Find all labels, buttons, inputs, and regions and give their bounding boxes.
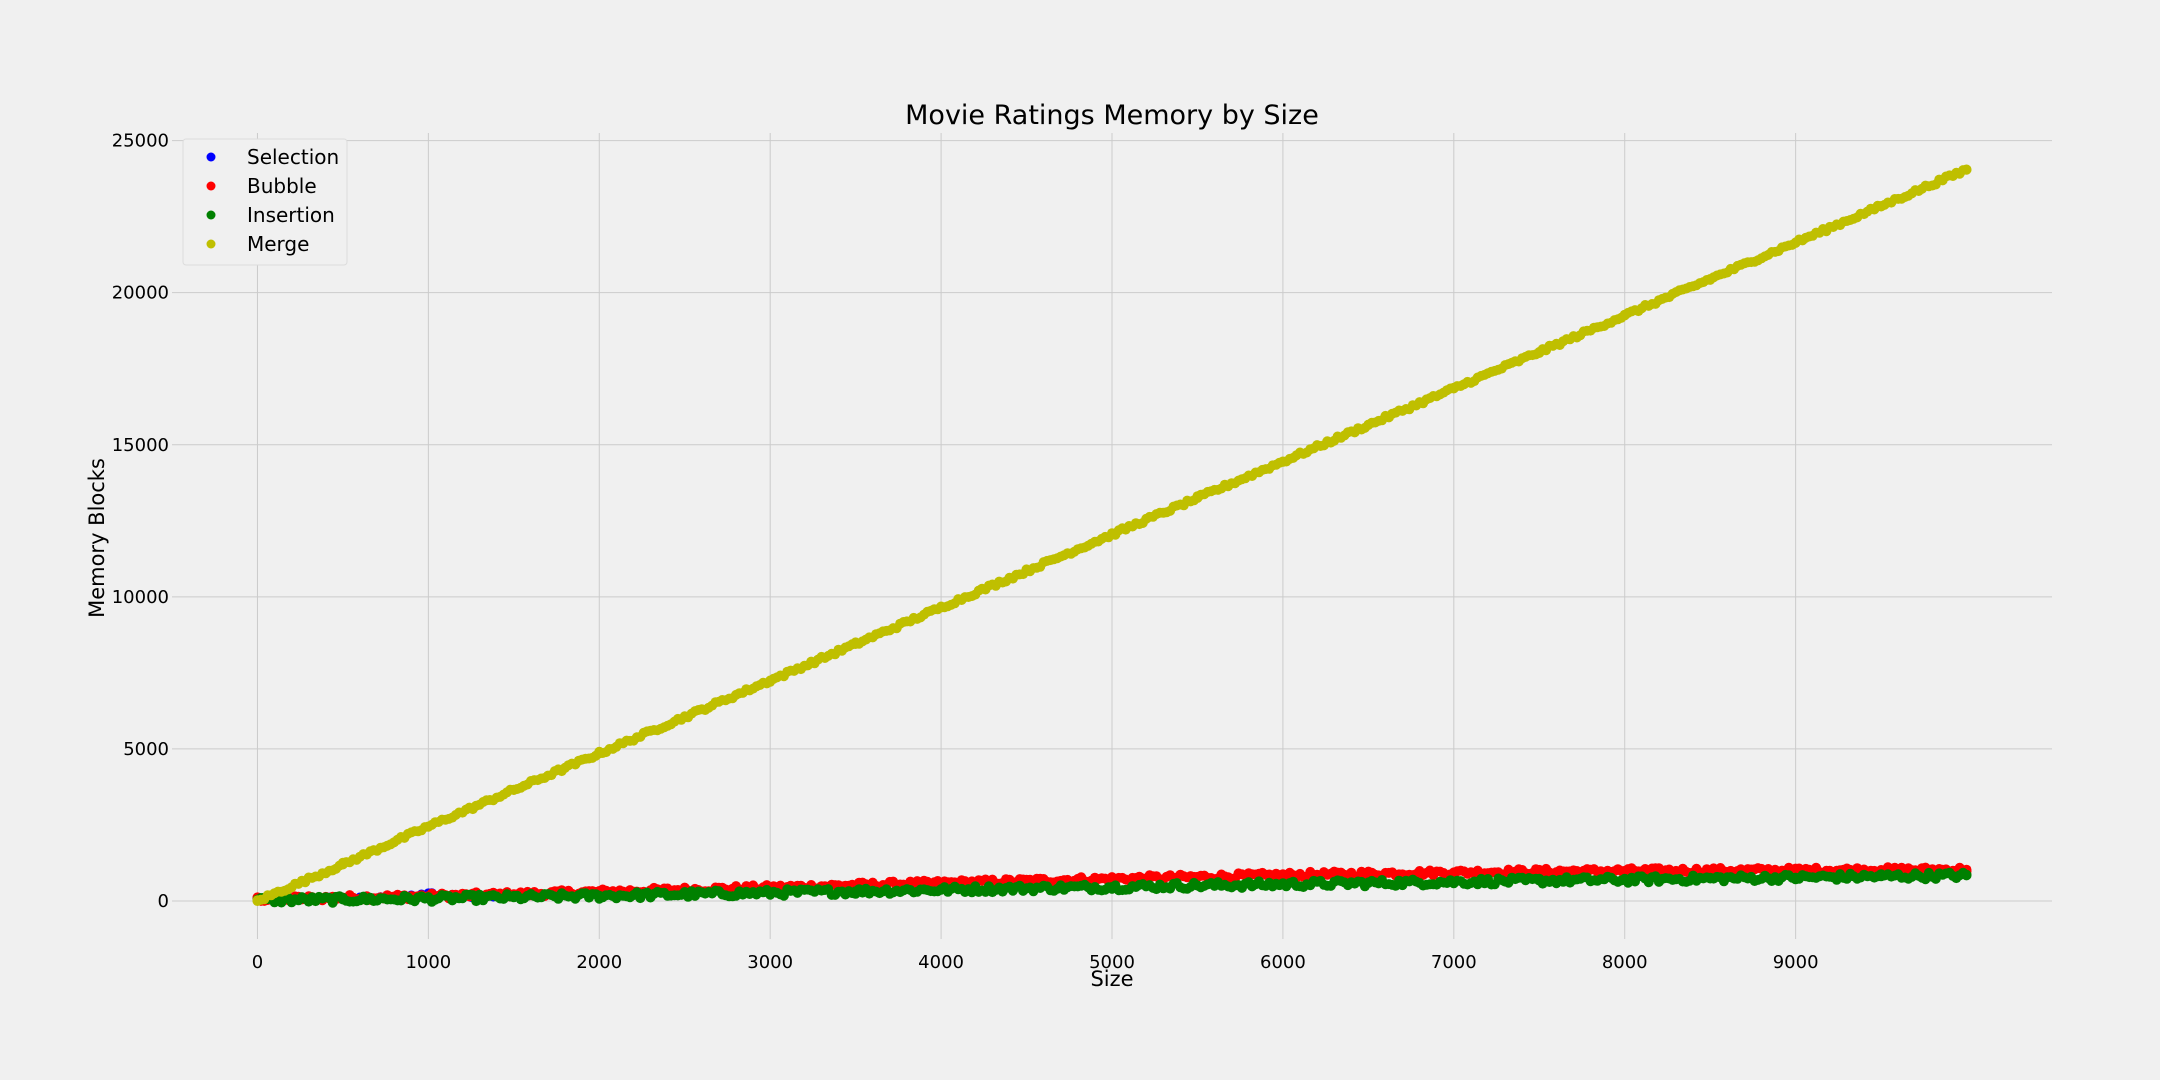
data-point [423, 893, 434, 904]
data-point [252, 896, 263, 906]
data-point [1961, 870, 1972, 881]
x-tick-label: 6000 [1260, 952, 1306, 973]
data-point [850, 639, 861, 649]
data-point [1363, 878, 1374, 888]
data-point [1790, 872, 1801, 883]
data-point [1448, 876, 1459, 887]
data-point [1021, 566, 1032, 576]
data-point [1534, 347, 1545, 357]
data-point [1107, 882, 1117, 892]
data-point [1705, 274, 1716, 284]
data-point [1107, 529, 1117, 540]
x-tick-label: 4000 [918, 952, 964, 973]
x-axis-title: Size [1090, 967, 1133, 991]
data-point [1021, 883, 1032, 894]
data-point [1619, 865, 1630, 876]
data-point [765, 675, 776, 686]
y-tick-label: 20000 [112, 283, 169, 304]
x-tick-label: 0 [252, 952, 263, 973]
y-tick-label: 10000 [112, 587, 169, 608]
x-tick-label: 7000 [1431, 952, 1477, 973]
data-point [936, 884, 947, 895]
legend-label: Merge [247, 232, 309, 256]
data-point [508, 892, 519, 903]
data-point [850, 886, 861, 897]
y-tick-label: 0 [158, 891, 169, 912]
data-point [594, 890, 605, 901]
legend-label: Bubble [247, 174, 317, 198]
data-point [1705, 873, 1716, 884]
x-tick-label: 8000 [1602, 952, 1648, 973]
series-insertion [252, 867, 1972, 908]
legend-label: Insertion [247, 203, 335, 227]
legend-box [182, 138, 348, 266]
data-point [1790, 237, 1801, 248]
data-point [1448, 383, 1459, 394]
y-tick-label: 5000 [123, 739, 169, 760]
data-point [1534, 875, 1545, 886]
x-tick-label: 5000 [1089, 952, 1135, 973]
data-point [1192, 493, 1203, 503]
data-point [1277, 456, 1288, 467]
data-point [1961, 164, 1972, 175]
data-point [337, 894, 348, 905]
data-point [508, 785, 519, 795]
legend-marker [206, 181, 216, 191]
chart-title: Movie Ratings Memory by Size [905, 100, 1319, 131]
legend-marker [206, 210, 216, 220]
y-axis-title: Memory Blocks [85, 458, 109, 618]
x-tick-label: 9000 [1773, 952, 1819, 973]
y-tick-label: 25000 [112, 131, 169, 152]
data-point [1876, 201, 1887, 211]
data-point [936, 602, 947, 613]
data-point [1277, 870, 1288, 881]
legend-marker [206, 152, 216, 162]
legend-label: Selection [247, 145, 339, 169]
data-point [1619, 874, 1630, 885]
data-point [765, 887, 776, 898]
data-point [1619, 310, 1630, 321]
data-point [679, 889, 690, 900]
y-tick-label: 15000 [112, 435, 169, 456]
data-point [1876, 871, 1887, 882]
series-merge [252, 164, 1972, 906]
data-point [423, 821, 434, 832]
x-tick-label: 2000 [576, 952, 622, 973]
data-point [1277, 879, 1288, 890]
data-point [1363, 420, 1374, 430]
legend-marker [206, 239, 216, 249]
x-tick-label: 1000 [405, 952, 451, 973]
data-point [594, 748, 605, 759]
x-tick-label: 3000 [747, 952, 793, 973]
data-point [1448, 867, 1459, 878]
data-point [337, 859, 348, 870]
data-point [679, 712, 690, 722]
data-point [1192, 880, 1203, 891]
